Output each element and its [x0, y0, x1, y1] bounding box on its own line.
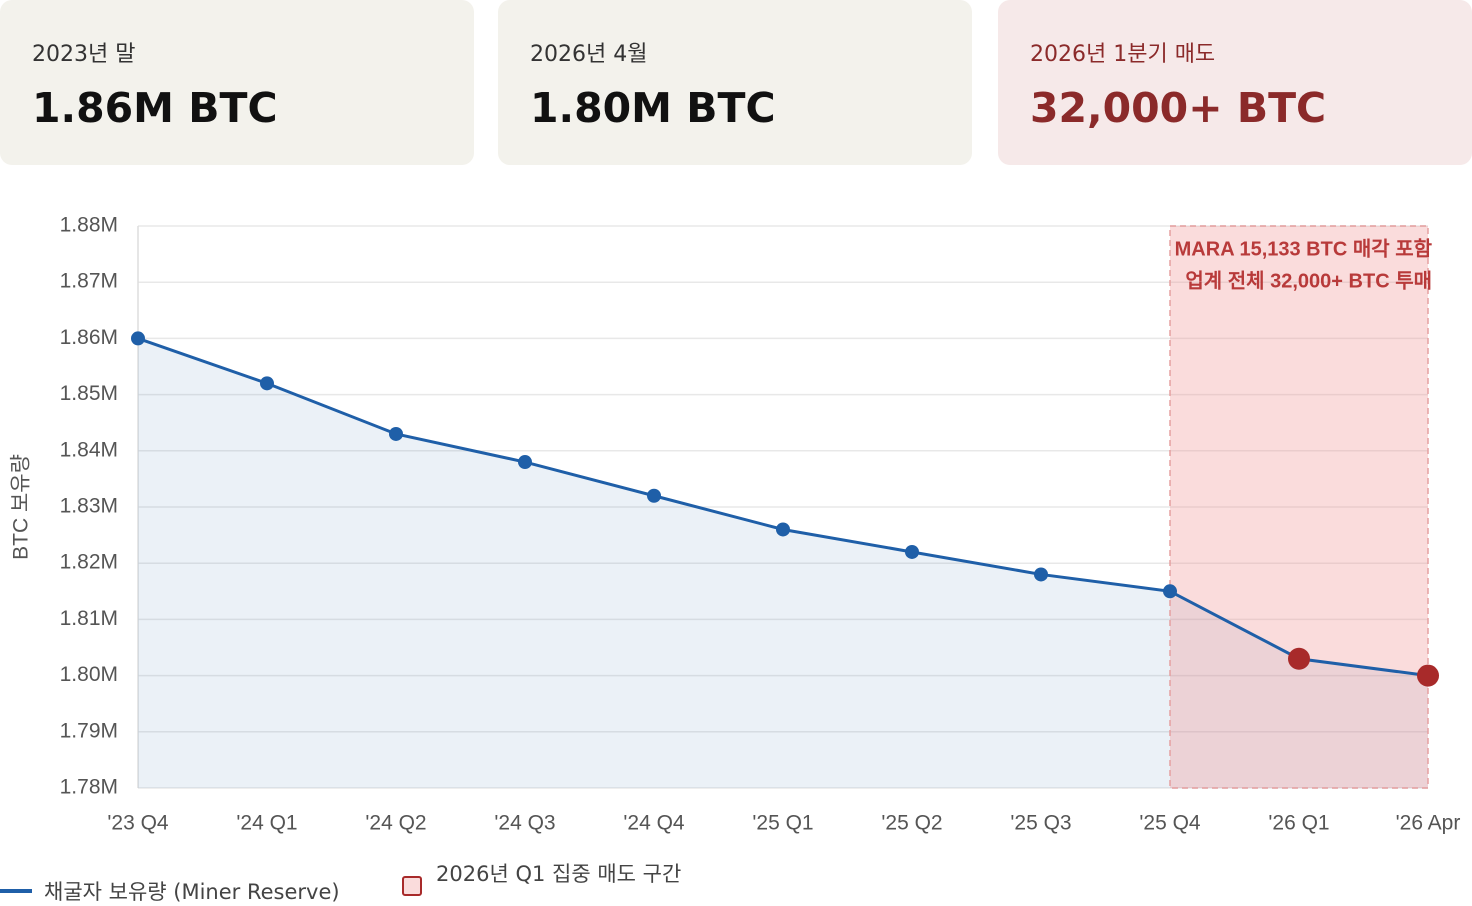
point	[1034, 567, 1048, 582]
card-value: 1.86M BTC	[32, 84, 278, 132]
legend-swatch	[402, 876, 422, 896]
y-tick-label: 1.81M	[60, 607, 118, 630]
point	[518, 455, 532, 470]
y-tick-label: 1.87M	[60, 270, 118, 293]
y-tick-label: 1.84M	[60, 438, 118, 461]
card-value: 32,000+ BTC	[1030, 84, 1327, 132]
x-tick-label: '26 Q1	[1268, 812, 1329, 835]
point	[1417, 664, 1439, 687]
card-label: 2026년 4월	[530, 42, 648, 67]
x-tick-label: '24 Q3	[494, 812, 555, 835]
x-tick-label: '24 Q4	[623, 812, 685, 835]
area	[138, 338, 1428, 788]
y-axis-title: BTC 보유량	[10, 454, 33, 560]
x-tick-label: '25 Q4	[1139, 812, 1201, 835]
legend-item: 2026년 Q1 집중 매도 구간	[402, 860, 692, 896]
card-label: 2026년 1분기 매도	[1030, 42, 1216, 67]
point	[260, 376, 274, 391]
y-tick-label: 1.86M	[60, 326, 118, 349]
x-tick-label: '25 Q3	[1010, 812, 1071, 835]
annotation: MARA 15,133 BTC 매각 포함	[1175, 237, 1433, 260]
y-tick-label: 1.78M	[60, 776, 118, 799]
stat-card: 2026년 1분기 매도 32,000+ BTC	[998, 0, 1472, 165]
y-tick-label: 1.83M	[60, 495, 118, 518]
x-tick-label: '25 Q1	[752, 812, 813, 835]
card-value: 1.80M BTC	[530, 84, 776, 132]
y-tick-label: 1.79M	[60, 719, 118, 742]
legend-swatch	[0, 889, 32, 893]
x-tick-label: '26 Apr	[1396, 812, 1461, 835]
x-tick-label: '23 Q4	[107, 812, 169, 835]
point	[647, 488, 661, 503]
point	[905, 544, 919, 559]
y-tick-label: 1.80M	[60, 663, 118, 686]
x-tick-label: '24 Q1	[236, 812, 297, 835]
point	[776, 522, 790, 537]
legend-label: 2026년 Q1 집중 매도 구간	[436, 862, 682, 886]
y-tick-label: 1.85M	[60, 382, 118, 405]
point	[131, 331, 145, 346]
point	[1288, 647, 1310, 670]
legend-item: 채굴자 보유량 (Miner Reserve)	[0, 876, 340, 906]
y-tick-label: 1.82M	[60, 551, 118, 574]
stat-card: 2026년 4월 1.80M BTC	[498, 0, 972, 165]
point	[1163, 584, 1177, 599]
point	[389, 426, 403, 441]
y-tick-label: 1.88M	[60, 214, 118, 237]
x-tick-label: '24 Q2	[365, 812, 426, 835]
x-tick-label: '25 Q2	[881, 812, 942, 835]
legend-label: 채굴자 보유량 (Miner Reserve)	[44, 880, 340, 904]
annotation: 업계 전체 32,000+ BTC 투매	[1185, 269, 1432, 292]
card-label: 2023년 말	[32, 42, 136, 67]
shaded-region	[1169, 225, 1429, 789]
stat-card: 2023년 말 1.86M BTC	[0, 0, 474, 165]
